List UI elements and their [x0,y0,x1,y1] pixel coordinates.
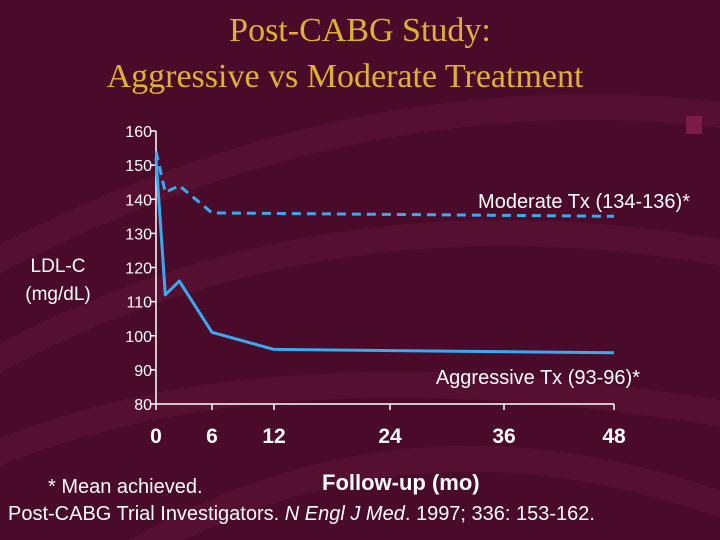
x-axis-ticks: 0 6 12 24 36 48 [150,404,626,448]
y-tick-label: 100 [125,329,152,346]
y-tick-label: 90 [134,363,152,380]
moderate-tx-label: Moderate Tx (134-136)* [478,191,690,213]
aggressive-tx-line [154,158,615,355]
y-tick-label: 150 [125,158,152,175]
y-tick-label: 140 [125,192,152,209]
series-labels: Moderate Tx (134-136)* Aggressive Tx (93-… [436,191,690,389]
x-tick-label: 12 [262,425,285,448]
slide-title-line1: Post-CABG Study: [229,12,491,49]
x-tick-label: 0 [150,425,162,448]
y-tick-label: 160 [125,124,152,141]
footnote: * Mean achieved. [48,476,203,498]
x-axis-label: Follow-up (mo) [322,470,480,495]
citation-prefix: Post-CABG Trial Investigators. [8,503,285,525]
citation-suffix: . 1997; 336: 153-162. [404,503,595,525]
aggressive-tx-label: Aggressive Tx (93-96)* [436,367,640,389]
y-tick-label: 110 [126,295,152,312]
slide-title-line2: Aggressive vs Moderate Treatment [106,58,584,95]
y-tick-label: 120 [125,261,152,278]
y-axis-label-line1: LDL-C [30,256,86,277]
x-tick-label: 48 [602,425,626,448]
y-axis-ticks: 80 90 100 110 120 130 140 150 160 [125,124,156,414]
x-tick-label: 24 [378,425,402,448]
y-tick-label: 130 [125,226,152,243]
chart-series [154,151,615,355]
citation: Post-CABG Trial Investigators. N Engl J … [8,503,595,526]
y-tick-label: 80 [134,397,152,414]
x-tick-label: 36 [492,425,515,448]
y-axis-label-line2: (mg/dL) [25,284,91,305]
x-tick-label: 6 [206,425,218,448]
citation-journal: N Engl J Med [284,503,405,525]
chart-axes [155,131,614,405]
